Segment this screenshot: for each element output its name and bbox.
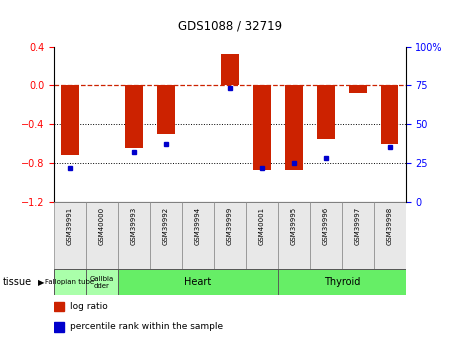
- Text: GSM40001: GSM40001: [259, 207, 265, 245]
- Bar: [317, 85, 334, 139]
- Text: Thyroid: Thyroid: [324, 277, 360, 287]
- Bar: [118, 202, 150, 269]
- Bar: [54, 302, 64, 311]
- Bar: [342, 202, 374, 269]
- Bar: [278, 269, 406, 295]
- Text: GSM39997: GSM39997: [355, 207, 361, 245]
- Bar: [61, 85, 79, 155]
- Text: GSM39996: GSM39996: [323, 207, 329, 245]
- Bar: [253, 85, 271, 170]
- Text: GSM39994: GSM39994: [195, 207, 201, 245]
- Bar: [374, 202, 406, 269]
- Text: GSM39991: GSM39991: [67, 207, 73, 245]
- Bar: [150, 202, 182, 269]
- Bar: [54, 202, 86, 269]
- Text: tissue: tissue: [2, 277, 31, 287]
- Bar: [54, 323, 64, 332]
- Text: GSM39993: GSM39993: [131, 207, 137, 245]
- Bar: [54, 269, 86, 295]
- Bar: [278, 202, 310, 269]
- Text: Gallbla
dder: Gallbla dder: [90, 276, 114, 288]
- Bar: [86, 269, 118, 295]
- Text: Heart: Heart: [184, 277, 212, 287]
- Text: GSM39992: GSM39992: [163, 207, 169, 245]
- Bar: [182, 202, 214, 269]
- Bar: [157, 85, 174, 134]
- Text: ▶: ▶: [38, 277, 44, 287]
- Text: GSM39998: GSM39998: [387, 207, 393, 245]
- Text: percentile rank within the sample: percentile rank within the sample: [70, 323, 223, 332]
- Text: GSM40000: GSM40000: [99, 207, 105, 245]
- Text: GDS1088 / 32719: GDS1088 / 32719: [178, 20, 282, 33]
- Bar: [221, 54, 239, 85]
- Bar: [310, 202, 342, 269]
- Bar: [214, 202, 246, 269]
- Bar: [125, 85, 143, 148]
- Bar: [349, 85, 366, 93]
- Bar: [86, 202, 118, 269]
- Text: Fallopian tube: Fallopian tube: [45, 279, 94, 285]
- Text: log ratio: log ratio: [70, 302, 107, 311]
- Text: GSM39995: GSM39995: [291, 207, 297, 245]
- Bar: [246, 202, 278, 269]
- Bar: [381, 85, 399, 144]
- Text: GSM39999: GSM39999: [227, 207, 233, 245]
- Bar: [285, 85, 303, 170]
- Bar: [118, 269, 278, 295]
